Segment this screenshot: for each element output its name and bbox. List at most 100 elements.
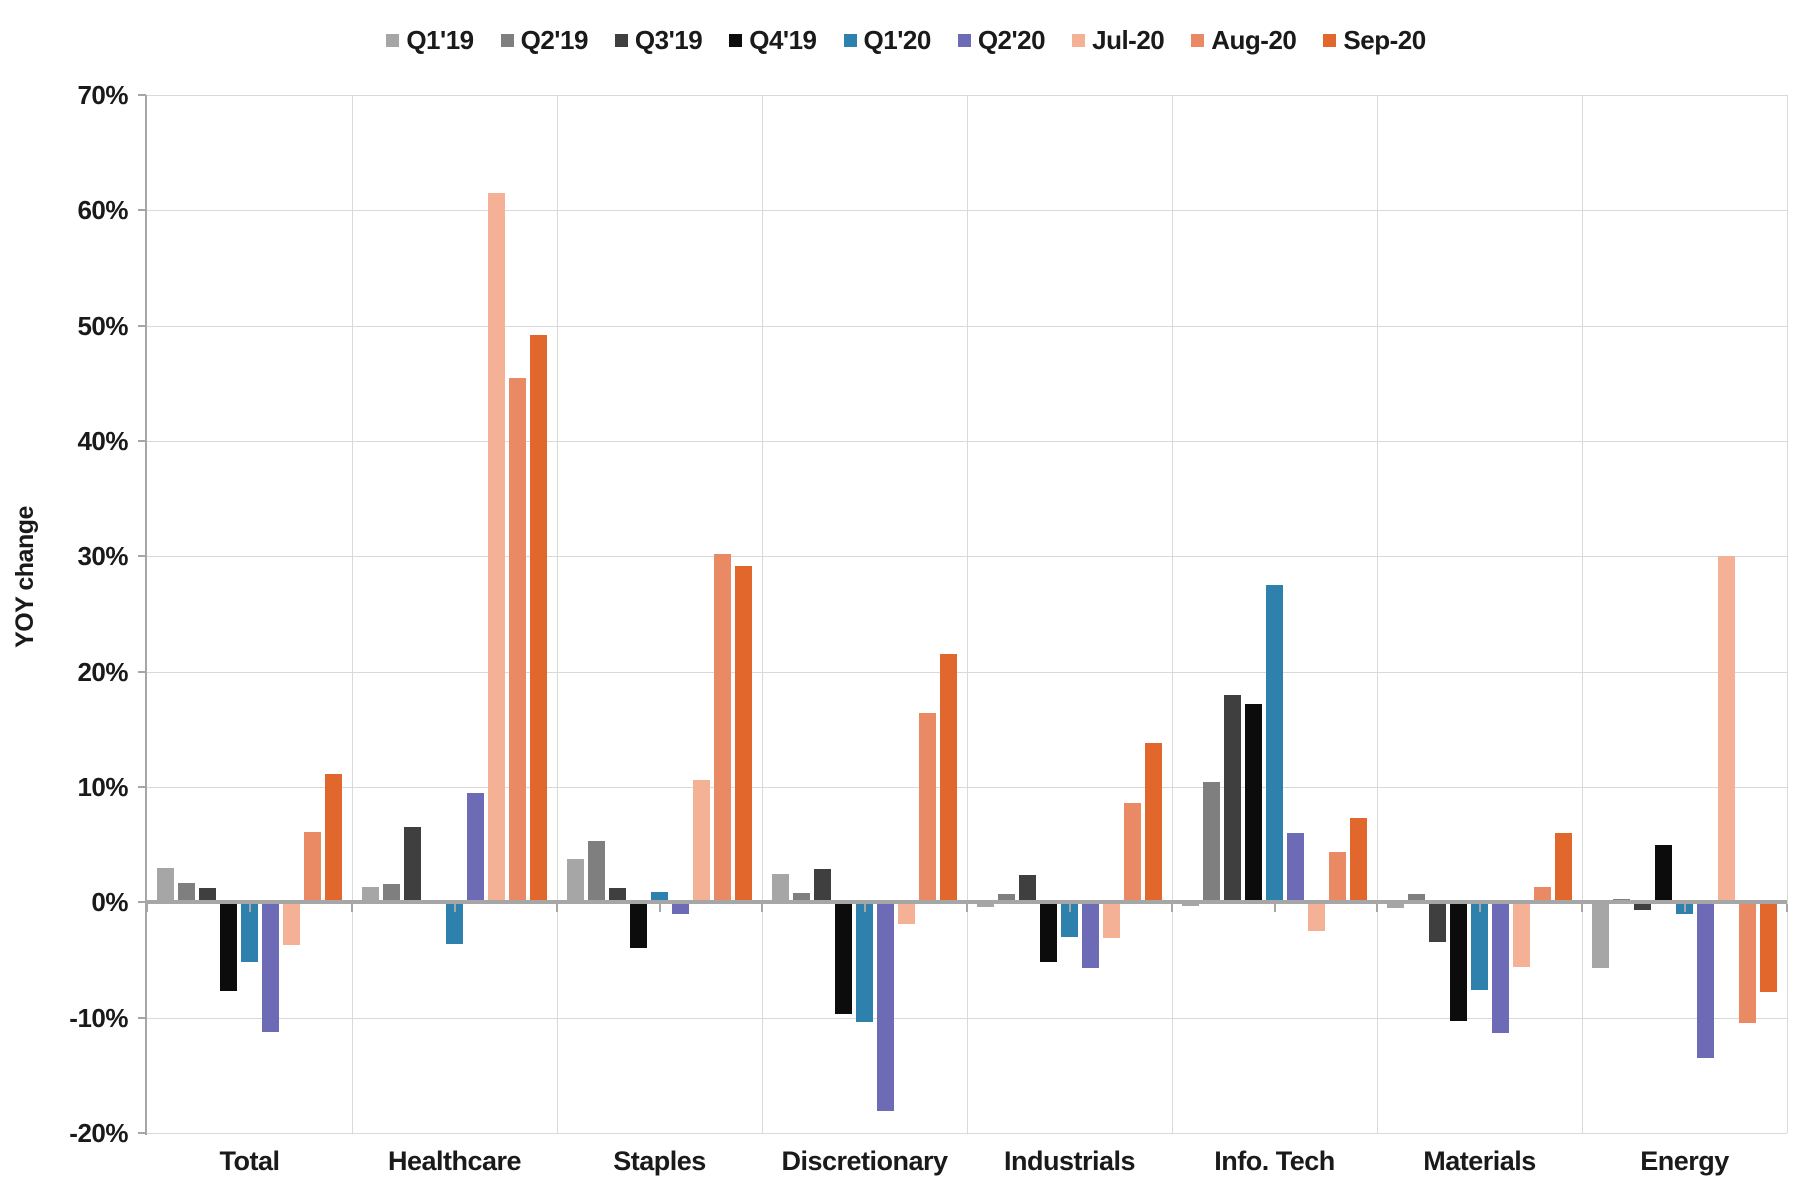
y-tick-label: -20% [69, 1118, 128, 1148]
bar [1245, 703, 1262, 903]
v-gridline [762, 95, 763, 1133]
bar [1350, 818, 1367, 903]
bar [199, 888, 216, 903]
legend-item: Jul-20 [1072, 24, 1165, 56]
bar [1329, 851, 1346, 903]
legend-swatch-icon [843, 33, 857, 47]
x-axis-tick [1376, 904, 1378, 913]
x-category-label: Staples [613, 1146, 706, 1176]
bar [1655, 844, 1672, 903]
bar [714, 554, 731, 903]
legend-label: Sep-20 [1343, 24, 1426, 55]
y-tick-label: 70% [77, 80, 128, 110]
bar [488, 193, 505, 903]
x-axis-tick [966, 904, 968, 913]
legend-item: Q4'19 [729, 24, 817, 56]
y-tick-label: 60% [77, 195, 128, 226]
x-axis-tick [1786, 904, 1788, 913]
legend-swatch-icon [614, 33, 628, 47]
x-category-label: Materials [1423, 1146, 1536, 1176]
bar [1739, 902, 1756, 1024]
v-gridline [1377, 95, 1378, 1133]
legend-label: Q4'19 [749, 24, 817, 55]
bar [362, 887, 379, 903]
bar [1203, 782, 1220, 903]
legend-item: Sep-20 [1323, 24, 1426, 56]
v-gridline [1172, 95, 1173, 1133]
bar [1019, 874, 1036, 903]
bar [157, 867, 174, 903]
x-category-label: Healthcare [387, 1146, 522, 1176]
bar [1592, 902, 1609, 969]
x-axis-tick [351, 904, 353, 913]
bar [651, 891, 668, 903]
y-tick-label: 20% [77, 656, 128, 687]
v-gridline [1787, 95, 1788, 1133]
bar [262, 902, 279, 1032]
legend-item: Q1'19 [386, 24, 474, 56]
x-axis-tick [1069, 904, 1071, 913]
bar [977, 902, 994, 907]
legend-swatch-icon [1191, 33, 1205, 47]
x-axis-tick [864, 904, 866, 913]
bar [835, 902, 852, 1015]
bar [304, 831, 321, 903]
legend-label: Jul-20 [1092, 24, 1165, 55]
v-gridline [1582, 95, 1583, 1133]
x-axis-tick [249, 904, 251, 913]
legend-swatch-icon [386, 33, 400, 47]
legend-swatch-icon [500, 33, 514, 47]
bar [735, 565, 752, 903]
legend-label: Q1'19 [406, 24, 474, 55]
bar [630, 902, 647, 949]
bar [1697, 902, 1714, 1059]
x-axis-tick [146, 904, 148, 913]
x-axis-tick [1274, 904, 1276, 913]
y-axis-tick [138, 324, 146, 327]
x-axis-tick [1684, 904, 1686, 913]
bar [1429, 902, 1446, 942]
plot-area [147, 95, 1788, 1134]
bar [772, 873, 789, 903]
bar [1408, 894, 1425, 903]
x-category-label: Info. Tech [1214, 1146, 1335, 1176]
bar [1492, 902, 1509, 1033]
bar [672, 902, 689, 914]
bar [1040, 902, 1057, 963]
y-axis-tick [138, 94, 146, 96]
x-axis-tick [761, 904, 763, 913]
legend-swatch-icon [1072, 33, 1086, 47]
v-gridline [352, 95, 353, 1133]
bar [1287, 833, 1304, 903]
bar [919, 713, 936, 903]
y-axis-tick [138, 786, 146, 788]
y-tick-label: 0% [91, 887, 128, 918]
bar [404, 827, 421, 903]
y-axis-line [145, 95, 147, 1135]
bar [446, 902, 463, 944]
y-tick-label: -10% [69, 1002, 128, 1033]
y-axis-tick [138, 670, 146, 673]
y-axis-tick [138, 1132, 146, 1134]
legend-swatch-icon [1323, 33, 1337, 47]
bar [1124, 803, 1141, 903]
bar [588, 841, 605, 903]
bar [1634, 902, 1651, 911]
x-axis-tick [1581, 904, 1583, 913]
legend-item: Q2'19 [500, 25, 588, 56]
bar [898, 902, 915, 925]
y-tick-label: 30% [77, 541, 128, 572]
bar [567, 858, 584, 903]
bar [1061, 902, 1078, 937]
bar [1308, 902, 1325, 932]
y-axis-tick [138, 1016, 146, 1019]
zero-axis-line [147, 900, 1787, 905]
bar [467, 792, 484, 903]
legend-item: Q3'19 [614, 25, 703, 56]
bar [609, 888, 626, 903]
bar [1450, 902, 1467, 1022]
legend-item: Q1'20 [843, 25, 931, 56]
bar [1145, 743, 1162, 903]
bar [178, 882, 195, 903]
